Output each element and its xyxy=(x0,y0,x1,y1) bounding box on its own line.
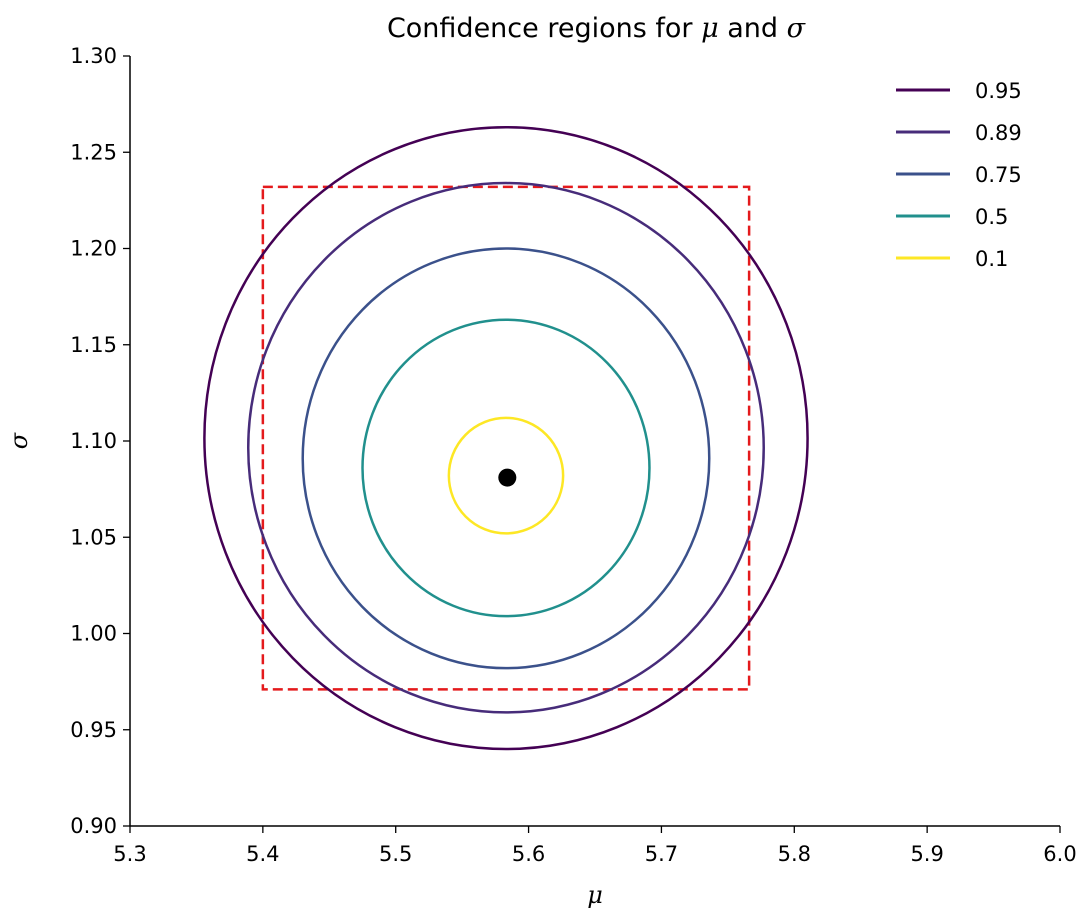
y-tick-label: 1.20 xyxy=(70,237,117,261)
x-axis-ticks: 5.3 5.4 5.5 5.6 5.7 5.8 5.9 6.0 xyxy=(113,826,1077,866)
x-tick-label: 5.8 xyxy=(778,842,811,866)
legend-label: 0.89 xyxy=(975,121,1022,145)
legend-label: 0.95 xyxy=(975,79,1022,103)
x-tick-label: 6.0 xyxy=(1043,842,1076,866)
x-tick-label: 5.6 xyxy=(512,842,545,866)
legend-label: 0.1 xyxy=(975,247,1008,271)
plot-area xyxy=(203,125,809,751)
y-axis-ticks: 0.90 0.95 1.00 1.05 1.10 1.15 1.20 1.25 1.30 xyxy=(70,44,130,838)
x-tick-label: 5.9 xyxy=(910,842,943,866)
y-tick-label: 1.30 xyxy=(70,44,117,68)
dashed-rectangle-region xyxy=(261,185,751,691)
y-tick-label: 1.25 xyxy=(70,140,117,164)
confidence-contour-0-1 xyxy=(447,416,565,535)
y-tick-label: 1.00 xyxy=(70,622,117,646)
chart-title: Confidence regions for μ and σ xyxy=(387,13,807,44)
x-tick-label: 5.3 xyxy=(113,842,146,866)
legend-item: 0.1 xyxy=(896,247,1008,271)
x-tick-label: 5.5 xyxy=(379,842,412,866)
legend-item: 0.75 xyxy=(896,163,1022,187)
y-tick-label: 1.10 xyxy=(70,429,117,453)
legend-item: 0.89 xyxy=(896,121,1022,145)
y-tick-label: 0.95 xyxy=(70,718,117,742)
legend: 0.95 0.89 0.75 0.5 0.1 xyxy=(896,79,1022,271)
confidence-contour-0-89 xyxy=(246,181,765,714)
x-tick-label: 5.7 xyxy=(645,842,678,866)
y-tick-label: 1.15 xyxy=(70,333,117,357)
legend-label: 0.5 xyxy=(975,205,1008,229)
y-tick-label: 1.05 xyxy=(70,525,117,549)
legend-item: 0.95 xyxy=(896,79,1022,103)
y-axis-label: σ xyxy=(5,432,33,449)
y-tick-label: 0.90 xyxy=(70,814,117,838)
legend-item: 0.5 xyxy=(896,205,1008,229)
confidence-contour-0-95 xyxy=(203,125,809,751)
x-axis-label: μ xyxy=(587,881,603,909)
confidence-contour-0-5 xyxy=(361,318,651,618)
x-tick-label: 5.4 xyxy=(246,842,279,866)
point-estimate-marker xyxy=(498,468,517,487)
legend-label: 0.75 xyxy=(975,163,1022,187)
confidence-contour-0-75 xyxy=(301,247,711,670)
